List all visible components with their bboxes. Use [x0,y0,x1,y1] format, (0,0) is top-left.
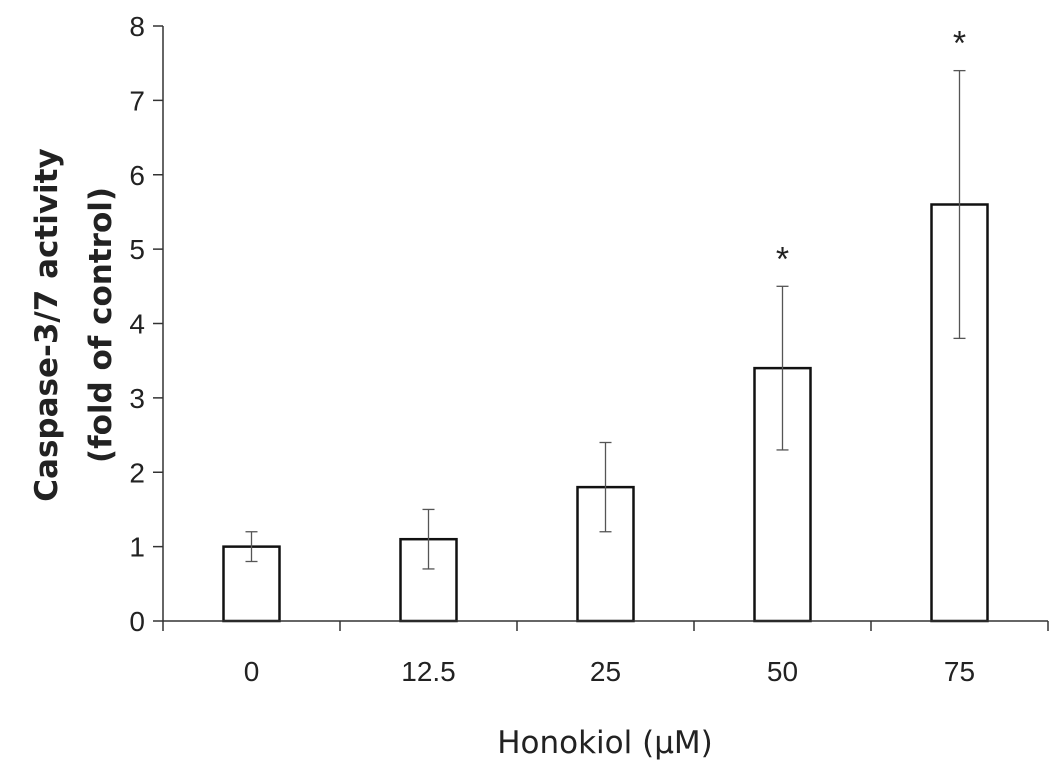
x-tick-label: 50 [767,656,798,687]
y-tick-label: 8 [129,11,145,42]
significance-star: * [953,25,966,63]
x-axis-title: Honokiol (μM) [497,725,713,761]
y-axis-title-line-2: (fold of control) [83,187,119,463]
y-axis-title-line-1: Caspase-3/7 activity [29,148,65,501]
y-tick-label: 7 [129,85,145,116]
y-axis-ticks: 0 1 2 3 4 5 6 7 8 [129,11,163,637]
y-tick-label: 0 [129,606,145,637]
x-axis-ticks: 0 12.5 25 50 75 [162,621,1049,687]
x-tick-label: 0 [244,656,260,687]
significance-markers: ** [776,25,966,279]
y-tick-label: 1 [129,532,145,563]
significance-star: * [776,240,789,278]
y-tick-label: 4 [129,309,145,340]
bars [222,203,989,623]
y-tick-label: 2 [129,457,145,488]
y-tick-label: 6 [129,160,145,191]
x-tick-label: 25 [590,656,621,687]
y-tick-label: 3 [129,383,145,414]
x-tick-label: 75 [944,656,975,687]
y-tick-label: 5 [129,234,145,265]
x-tick-label: 12.5 [401,656,456,687]
error-bars [245,69,966,570]
